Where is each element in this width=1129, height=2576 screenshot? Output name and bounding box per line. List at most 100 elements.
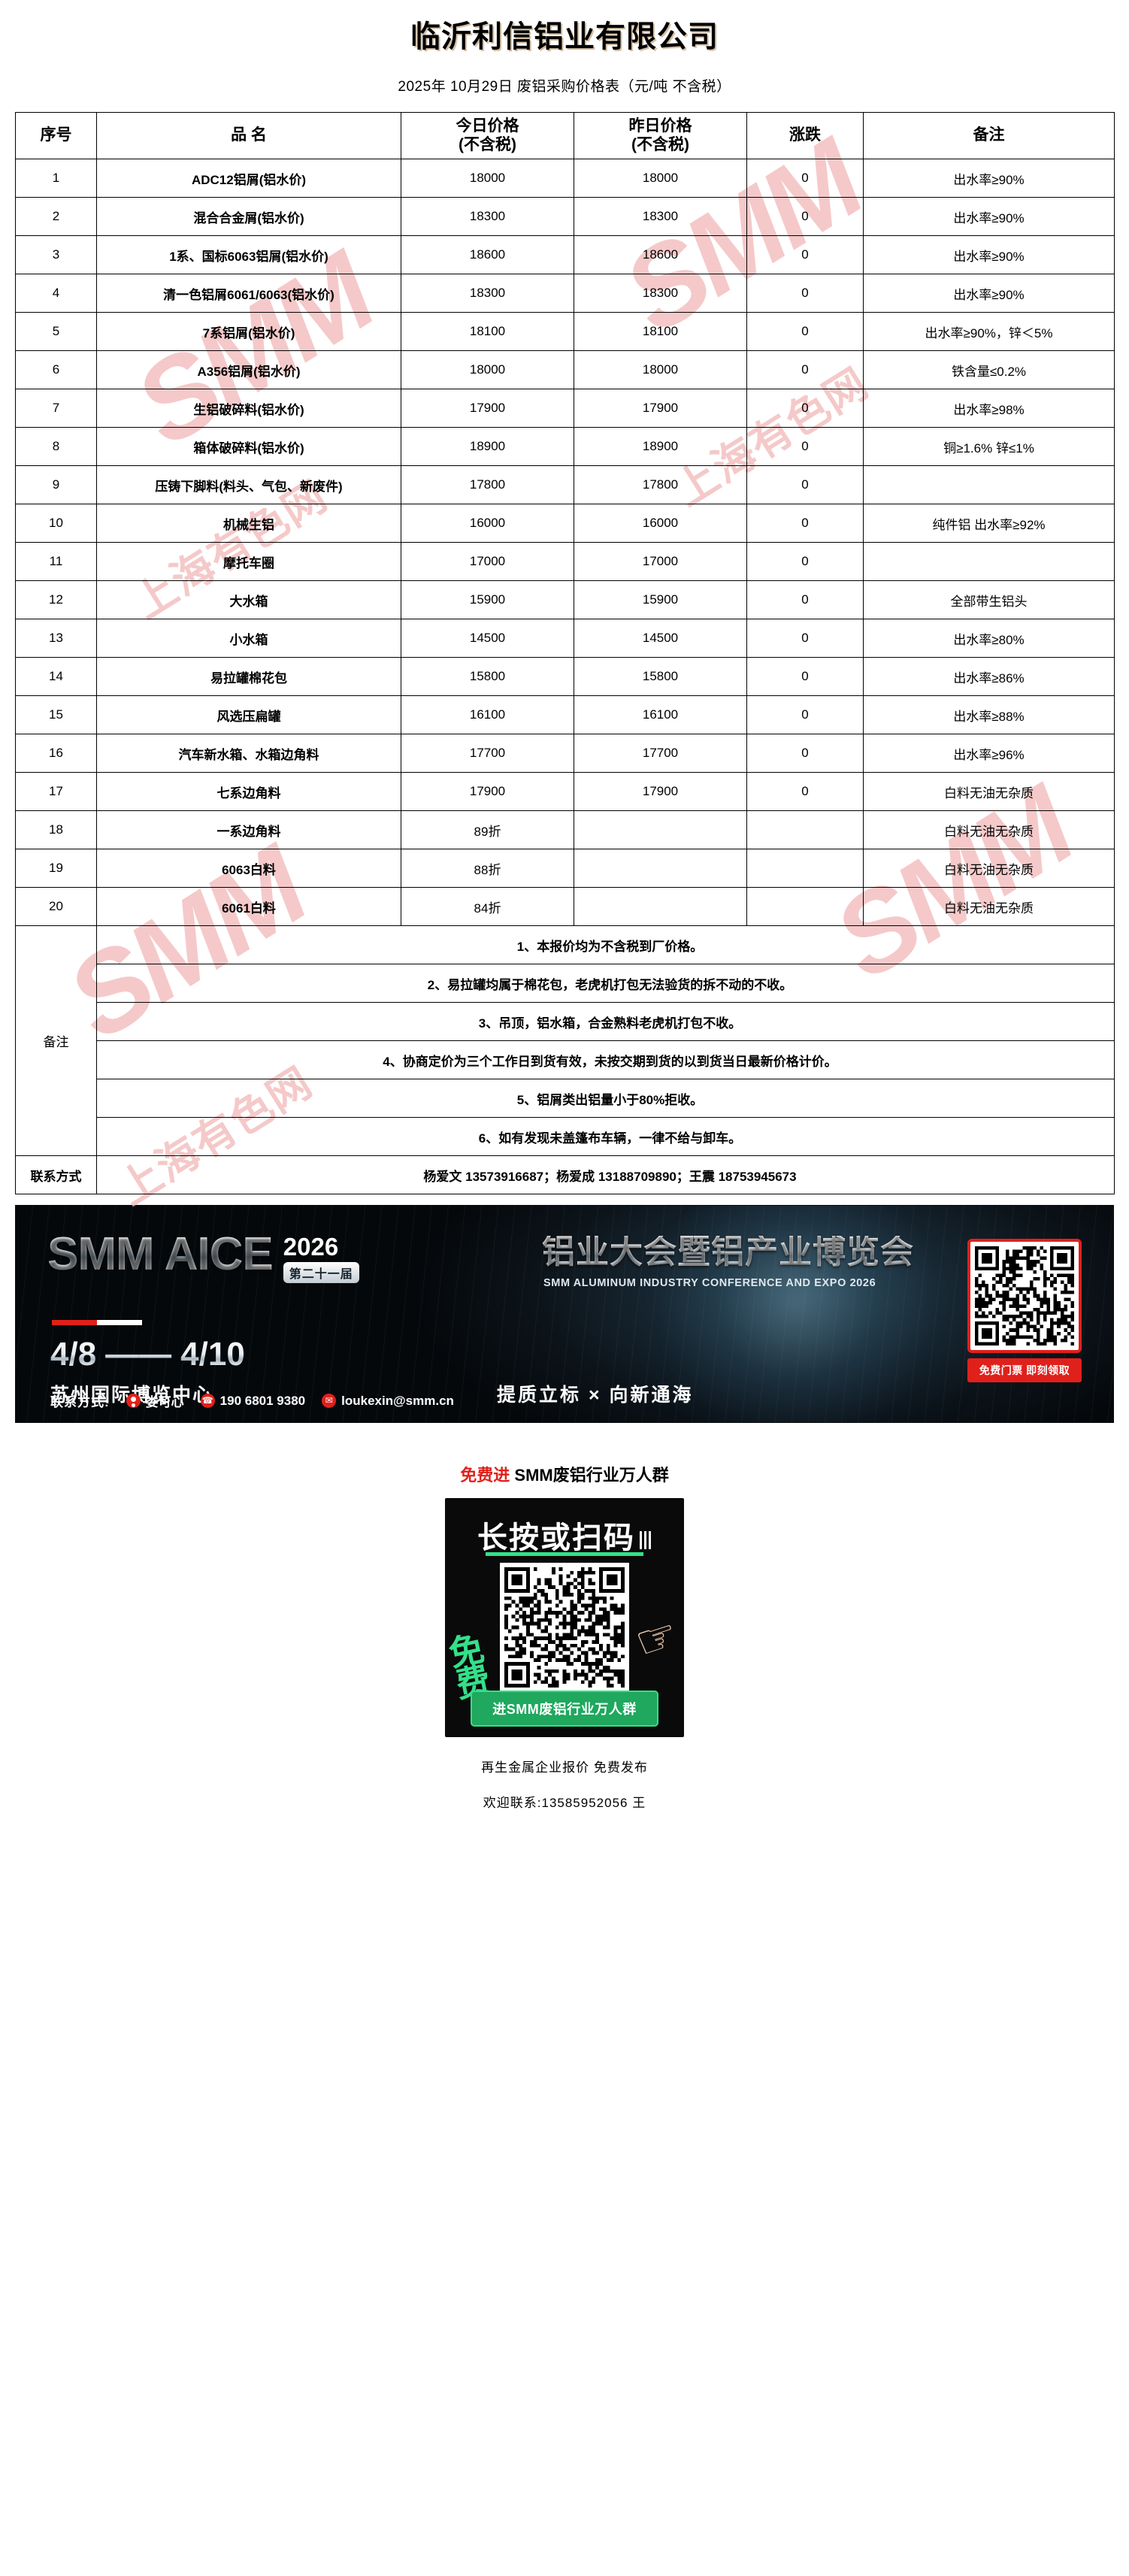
table-row: 7 生铝破碎料(铝水价) 17900 17900 0 出水率≥98% <box>15 389 1115 428</box>
col-header-yesterday-price: 昨日价格 (不含税) <box>574 112 747 159</box>
cell-yesterday-price: 18900 <box>574 427 747 466</box>
banner-divider-rule <box>52 1320 142 1325</box>
cell-note: 铁含量≤0.2% <box>863 350 1115 389</box>
cell-yesterday-price: 14500 <box>574 619 747 658</box>
contact-row: 联系方式 杨爱文 13573916687；杨爱成 13188709890；王震 1… <box>15 1155 1115 1194</box>
cell-today-price: 89折 <box>401 810 574 849</box>
promo-join-button[interactable]: 进SMM废铝行业万人群 <box>471 1691 658 1727</box>
banner-logo-smm: SMM <box>47 1228 155 1280</box>
cell-change: 0 <box>746 465 864 504</box>
cell-note: 出水率≥80% <box>863 619 1115 658</box>
banner-contact-email-item[interactable]: loukexin@smm.cn <box>322 1394 454 1409</box>
cell-change: 0 <box>746 695 864 734</box>
cell-product-name: A356铝屑(铝水价) <box>96 350 401 389</box>
table-row: 9 压铸下脚料(料头、气包、新废件) 17800 17800 0 <box>15 465 1115 504</box>
cell-product-name: 生铝破碎料(铝水价) <box>96 389 401 428</box>
cell-today-price: 18900 <box>401 427 574 466</box>
cell-change: 0 <box>746 542 864 581</box>
cell-yesterday-price: 18000 <box>574 159 747 198</box>
note-line: 5、铝屑类出铝量小于80%拒收。 <box>96 1079 1115 1118</box>
cell-index: 6 <box>15 350 97 389</box>
table-row: 6 A356铝屑(铝水价) 18000 18000 0 铁含量≤0.2% <box>15 350 1115 389</box>
promo-card-heading-text: 长按或扫码 <box>477 1521 635 1554</box>
cell-index: 10 <box>15 504 97 543</box>
cell-yesterday-price: 18000 <box>574 350 747 389</box>
cell-product-name: 清一色铝屑6061/6063(铝水价) <box>96 274 401 313</box>
cell-note: 白料无油无杂质 <box>863 887 1115 926</box>
cell-note: 出水率≥90% <box>863 235 1115 274</box>
cell-note: 出水率≥90%，锌＜5% <box>863 312 1115 351</box>
cell-change: 0 <box>746 427 864 466</box>
banner-english-title: SMM ALUMINUM INDUSTRY CONFERENCE AND EXP… <box>543 1277 876 1289</box>
banner-qr-code[interactable] <box>967 1239 1082 1353</box>
cell-index: 4 <box>15 274 97 313</box>
banner-qr-cta[interactable]: 免费门票 即刻领取 <box>967 1358 1082 1382</box>
cell-change <box>746 887 864 926</box>
cell-today-price: 16000 <box>401 504 574 543</box>
promo-title: 免费进 SMM废铝行业万人群 <box>0 1462 1129 1486</box>
cell-today-price: 17900 <box>401 389 574 428</box>
promo-section: 免费进 SMM废铝行业万人群 长按或扫码 免 费 ☞ 进SMM废铝行业万人群 再… <box>0 1462 1129 1811</box>
cell-yesterday-price: 18300 <box>574 274 747 313</box>
cell-yesterday-price: 18600 <box>574 235 747 274</box>
cell-change: 0 <box>746 274 864 313</box>
col-header-product: 品 名 <box>96 112 401 159</box>
col-header-index-label: 序号 <box>40 126 72 144</box>
banner-logo-aice: AICE <box>164 1228 274 1280</box>
table-row: 5 7系铝屑(铝水价) 18100 18100 0 出水率≥90%，锌＜5% <box>15 312 1115 351</box>
cell-today-price: 88折 <box>401 849 574 888</box>
banner-date-end: 4/10 <box>180 1336 245 1373</box>
cell-product-name: 摩托车圈 <box>96 542 401 581</box>
cell-yesterday-price: 16100 <box>574 695 747 734</box>
cell-note <box>863 465 1115 504</box>
banner-year: 2026 <box>283 1233 339 1261</box>
cell-change: 0 <box>746 504 864 543</box>
cell-change: 0 <box>746 734 864 773</box>
cell-note: 出水率≥90% <box>863 197 1115 236</box>
banner-contact-phone-item[interactable]: 190 6801 9380 <box>200 1394 305 1409</box>
cell-product-name: 七系边角料 <box>96 772 401 811</box>
banner-contact-person-item[interactable]: 娄可心 <box>126 1391 184 1410</box>
cell-note: 铜≥1.6% 锌≤1% <box>863 427 1115 466</box>
cell-change: 0 <box>746 657 864 696</box>
cell-yesterday-price: 17000 <box>574 542 747 581</box>
qr-code-icon <box>504 1567 625 1688</box>
cell-index: 9 <box>15 465 97 504</box>
table-row: 2 混合合金屑(铝水价) 18300 18300 0 出水率≥90% <box>15 197 1115 236</box>
scrap-aluminum-price-table: 序号 品 名 今日价格 (不含税) 昨日价格 (不含税) 涨跌 备注 <box>15 112 1115 1194</box>
promo-card[interactable]: 长按或扫码 免 费 ☞ 进SMM废铝行业万人群 <box>445 1498 684 1737</box>
cell-index: 18 <box>15 810 97 849</box>
pointing-hand-icon: ☞ <box>629 1608 684 1670</box>
banner-contact-person: 娄可心 <box>145 1395 184 1409</box>
smm-aice-banner[interactable]: SMM AICE 2026 第二十一届 铝业大会暨铝产业博览会 SMM ALUM… <box>15 1205 1114 1423</box>
notes-row: 6、如有发现未盖篷布车辆，一律不给与卸车。 <box>16 1117 1115 1156</box>
col-header-product-label: 品 名 <box>231 126 267 144</box>
cell-product-name: 大水箱 <box>96 580 401 619</box>
cell-product-name: 机械生铝 <box>96 504 401 543</box>
contact-value: 杨爱文 13573916687；杨爱成 13188709890；王震 18753… <box>96 1155 1115 1194</box>
cell-index: 17 <box>15 772 97 811</box>
note-line: 3、吊顶，铝水箱，合金熟料老虎机打包不收。 <box>96 1002 1115 1041</box>
cell-change: 0 <box>746 235 864 274</box>
contact-body: 联系方式 杨爱文 13573916687；杨爱成 13188709890；王震 1… <box>15 1155 1115 1194</box>
promo-qr-code[interactable] <box>500 1563 629 1692</box>
table-header: 序号 品 名 今日价格 (不含税) 昨日价格 (不含税) 涨跌 备注 <box>15 112 1115 159</box>
cell-note: 白料无油无杂质 <box>863 772 1115 811</box>
cell-today-price: 14500 <box>401 619 574 658</box>
table-row: 4 清一色铝屑6061/6063(铝水价) 18300 18300 0 出水率≥90% <box>15 274 1115 313</box>
table-row: 3 1系、国标6063铝屑(铝水价) 18600 18600 0 出水率≥90% <box>15 235 1115 274</box>
promo-footer-line1: 再生金属企业报价 免费发布 <box>481 1760 648 1775</box>
table-header-row: 序号 品 名 今日价格 (不含税) 昨日价格 (不含税) 涨跌 备注 <box>15 112 1115 159</box>
cell-index: 14 <box>15 657 97 696</box>
cell-index: 20 <box>15 887 97 926</box>
cell-note: 白料无油无杂质 <box>863 849 1115 888</box>
cell-today-price: 84折 <box>401 887 574 926</box>
cell-change: 0 <box>746 619 864 658</box>
banner-edition-badge: 第二十一届 <box>283 1262 359 1283</box>
cell-product-name: ADC12铝屑(铝水价) <box>96 159 401 198</box>
banner-chinese-title: 铝业大会暨铝产业博览会 <box>542 1234 914 1270</box>
notes-row: 备注 1、本报价均为不含税到厂价格。 <box>15 925 1115 1156</box>
cell-index: 19 <box>15 849 97 888</box>
banner-qr-block[interactable]: 免费门票 即刻领取 <box>967 1239 1082 1382</box>
banner-swirl-graphic <box>632 1206 1023 1422</box>
